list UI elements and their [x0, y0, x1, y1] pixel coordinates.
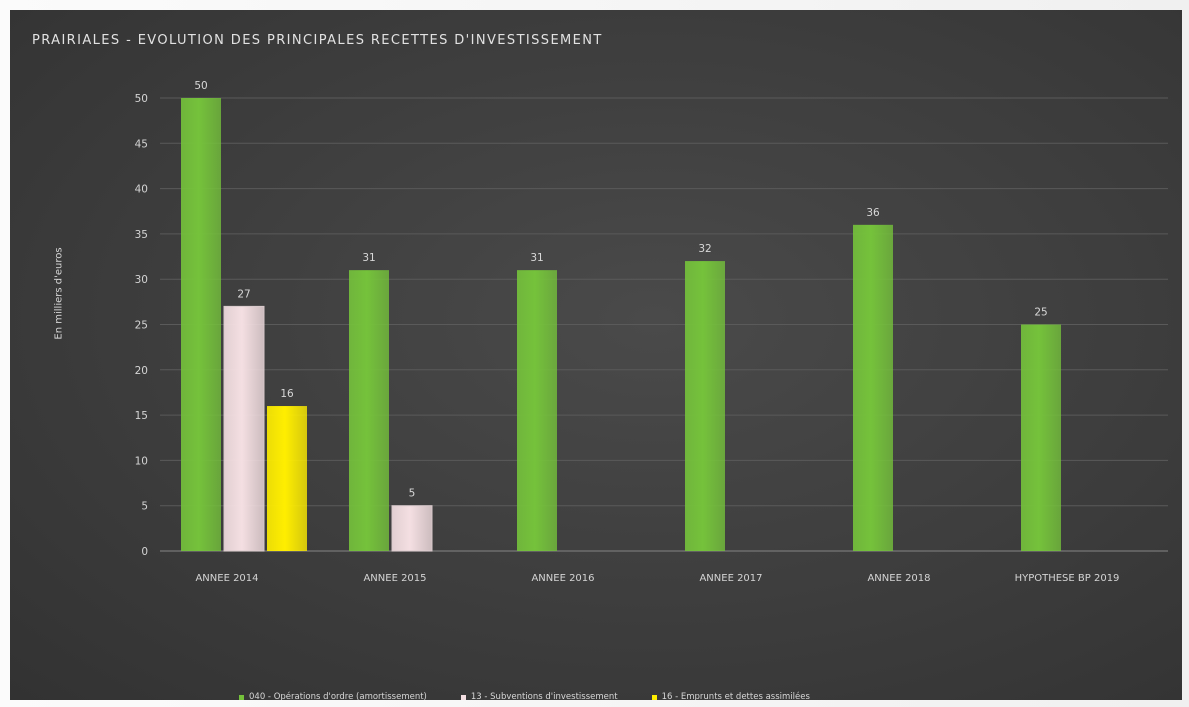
bar: [181, 98, 221, 551]
x-tick-label: HYPOTHESE BP 2019: [1015, 573, 1120, 584]
y-tick-label: 15: [135, 410, 148, 422]
bar-value-label: 31: [362, 252, 375, 264]
legend-label-operations: 040 - Opérations d'ordre (amortissement): [249, 692, 427, 700]
bar-value-label: 50: [194, 80, 207, 92]
bar-value-label: 31: [530, 252, 543, 264]
legend-swatch-subventions: [460, 694, 466, 700]
x-tick-label: ANNEE 2018: [867, 573, 930, 584]
bar-value-label: 32: [698, 243, 711, 255]
bar-value-label: 25: [1034, 307, 1047, 319]
x-tick-label: ANNEE 2017: [699, 573, 762, 584]
x-tick-label: ANNEE 2014: [195, 573, 258, 584]
chart-panel: PRAIRIALES - EVOLUTION DES PRINCIPALES R…: [10, 10, 1182, 700]
y-tick-label: 45: [135, 138, 148, 150]
y-tick-label: 0: [141, 546, 148, 558]
bar: [349, 270, 389, 551]
x-tick-label: ANNEE 2016: [531, 573, 594, 584]
y-tick-label: 30: [135, 274, 148, 286]
bar-value-label: 5: [409, 488, 416, 500]
bar: [853, 224, 893, 551]
bar: [685, 261, 725, 551]
legend-item-emprunts: 16 - Emprunts et dettes assimilées: [651, 692, 810, 700]
y-tick-label: 50: [135, 93, 148, 105]
legend-swatch-emprunts: [651, 694, 657, 700]
bar: [223, 305, 265, 552]
chart-title: PRAIRIALES - EVOLUTION DES PRINCIPALES R…: [32, 33, 603, 48]
bar-chart: 0 5 10 15 20 25 30 35 40 45 50 50 27 16 ANNEE 2014 31 5 A…: [135, 80, 1168, 584]
legend-label-emprunts: 16 - Emprunts et dettes assimilées: [661, 692, 810, 700]
y-tick-label: 40: [135, 184, 148, 196]
bar: [517, 270, 557, 551]
y-tick-label: 35: [135, 229, 148, 241]
y-tick-label: 10: [135, 455, 148, 467]
bar: [1021, 324, 1061, 551]
y-tick-label: 20: [135, 365, 148, 377]
y-tick-label: 25: [135, 320, 148, 332]
bar-value-label: 36: [866, 207, 880, 219]
bar-value-label: 27: [237, 288, 250, 300]
legend-swatch-operations: [239, 694, 244, 700]
bar: [267, 406, 307, 551]
legend-item-subventions: 13 - Subventions d'investissement: [460, 692, 618, 700]
x-tick-label: ANNEE 2015: [363, 573, 426, 584]
bar: [391, 505, 433, 552]
legend-label-subventions: 13 - Subventions d'investissement: [470, 692, 618, 700]
y-tick-label: 5: [141, 501, 148, 513]
legend-item-operations: 040 - Opérations d'ordre (amortissement): [239, 692, 427, 700]
chart-legend: 040 - Opérations d'ordre (amortissement)…: [239, 690, 999, 700]
bar-value-label: 16: [280, 388, 294, 400]
